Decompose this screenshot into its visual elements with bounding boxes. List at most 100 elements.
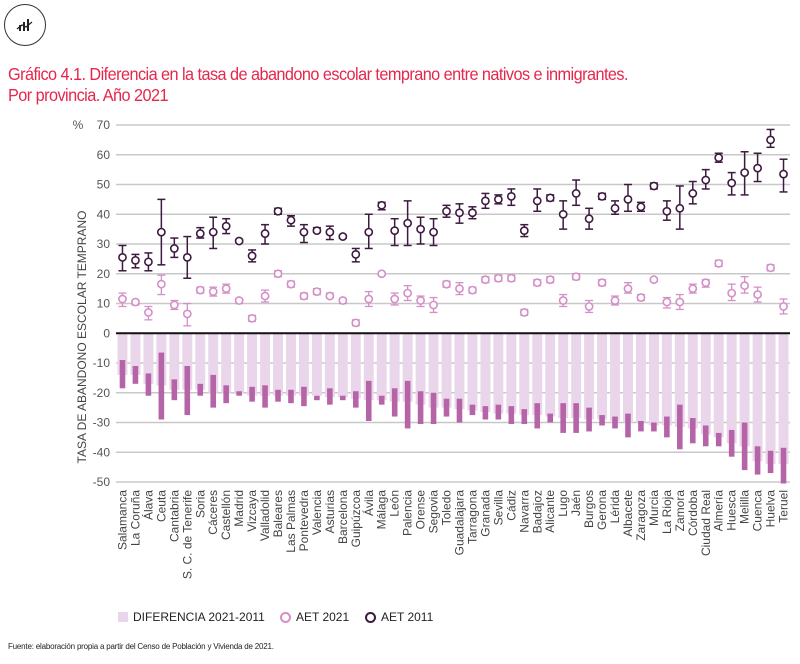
difference-range-bar — [767, 450, 774, 474]
aet2021-point — [390, 292, 400, 306]
aet2021-marker — [390, 294, 400, 304]
aet2021-marker — [338, 296, 348, 305]
x-tick-label: Melilla — [738, 490, 752, 524]
aet2011-point — [779, 158, 788, 193]
x-tick-label: Burgos — [582, 490, 596, 528]
aet2011-marker — [519, 226, 529, 236]
difference-range-bar — [612, 416, 618, 429]
difference-range-bar — [158, 352, 165, 420]
x-tick-label: Asturias — [323, 490, 337, 533]
chart-title-line2: Por provincia. Año 2021 — [8, 85, 169, 105]
aet2021-marker — [286, 279, 296, 289]
x-tick-label: Lérida — [608, 490, 622, 524]
aet2021-marker — [118, 294, 127, 304]
legend-marker-aet2021 — [280, 611, 291, 623]
aet2011-point — [727, 171, 737, 196]
aet2021-marker — [364, 294, 374, 304]
difference-range-bar — [651, 422, 657, 432]
y-axis-label: TASA DE ABANDONO ESCOLAR TEMPRANO — [75, 211, 89, 464]
difference-bar — [247, 333, 258, 396]
aet2011-marker — [766, 135, 775, 145]
x-tick-label: Pontevedra — [297, 490, 311, 552]
x-tick-label: Orense — [414, 490, 428, 530]
aet2011-marker — [610, 203, 620, 213]
x-tick-label: Valladolid — [258, 490, 272, 541]
aet2011-point — [584, 207, 594, 230]
aet2021-point — [532, 278, 542, 288]
aet2021-point — [156, 274, 166, 296]
difference-range-bar — [560, 403, 566, 433]
aet2011-marker — [118, 252, 127, 262]
aet2021-marker — [662, 297, 672, 307]
difference-range-bar — [495, 404, 502, 420]
aet2011-point — [766, 128, 775, 149]
aet2011-point — [597, 191, 607, 201]
difference-bar — [778, 333, 789, 465]
aet2021-point — [169, 299, 179, 311]
aet2021-marker — [468, 285, 477, 295]
aet2011-point — [156, 198, 166, 266]
x-tick-label: Sevilla — [491, 490, 505, 526]
aet2011-marker — [195, 229, 205, 238]
aet2011-point — [377, 200, 387, 211]
difference-bar — [532, 333, 543, 416]
aet2021-marker — [584, 302, 594, 311]
aet2021-point — [312, 287, 322, 296]
aet2011-point — [286, 214, 296, 227]
aet2021-marker — [403, 288, 413, 298]
difference-range-bar — [702, 425, 709, 447]
y-unit-label: % — [73, 118, 84, 132]
difference-range-bar — [197, 383, 204, 396]
x-tick-label: Ceuta — [154, 490, 168, 522]
aet2021-point — [299, 291, 309, 301]
aet2011-marker — [182, 252, 192, 262]
difference-bar — [558, 333, 569, 419]
difference-bar — [182, 333, 193, 390]
aet2011-marker — [571, 189, 581, 198]
y-tick-label: 30 — [97, 237, 111, 251]
aet2021-point — [584, 299, 594, 314]
aet2021-marker — [208, 287, 218, 296]
x-tick-label: Navarra — [517, 490, 531, 533]
aet2021-point — [649, 275, 659, 285]
aet2021-point — [753, 286, 762, 303]
difference-range-bar — [547, 413, 554, 423]
x-tick-label: Cáceres — [206, 490, 220, 535]
aet2021-marker — [532, 278, 542, 288]
aet2021-point — [195, 285, 205, 295]
difference-bar — [143, 333, 154, 384]
difference-range-bar — [456, 398, 463, 423]
chart-icon — [16, 19, 33, 31]
aet2011-point — [753, 152, 762, 183]
x-tick-label: Alicante — [543, 490, 557, 533]
x-tick-label: Segovia — [427, 490, 441, 534]
aet2021-marker — [299, 291, 309, 301]
aet2021-marker — [377, 269, 387, 279]
y-tick-label: 10 — [97, 297, 111, 311]
aet2021-point — [766, 263, 775, 273]
x-tick-label: Vizcaya — [245, 490, 259, 532]
difference-range-bar — [171, 379, 178, 401]
aet2011-point — [455, 203, 464, 224]
difference-bar — [545, 333, 556, 417]
aet2011-point — [442, 204, 451, 218]
aet2021-marker — [182, 309, 192, 319]
x-tick-label: Jaén — [569, 490, 583, 516]
aet2011-marker — [234, 236, 244, 246]
difference-bar — [195, 333, 206, 390]
x-tick-label: Cádiz — [504, 490, 518, 521]
aet2011-points — [118, 128, 788, 279]
aet2011-point — [468, 206, 477, 220]
aet2011-marker — [338, 232, 348, 241]
aet2011-marker — [442, 206, 451, 216]
aet2011-marker — [403, 218, 413, 228]
aet2021-point — [701, 278, 711, 288]
difference-bar — [661, 333, 672, 426]
aet2011-marker — [558, 209, 568, 219]
aet2021-marker — [416, 296, 425, 305]
aet2011-point — [390, 217, 400, 247]
aet2011-marker — [312, 226, 322, 236]
difference-range-bar — [327, 388, 333, 405]
aet2011-marker — [144, 257, 153, 267]
difference-range-bar — [715, 432, 722, 447]
